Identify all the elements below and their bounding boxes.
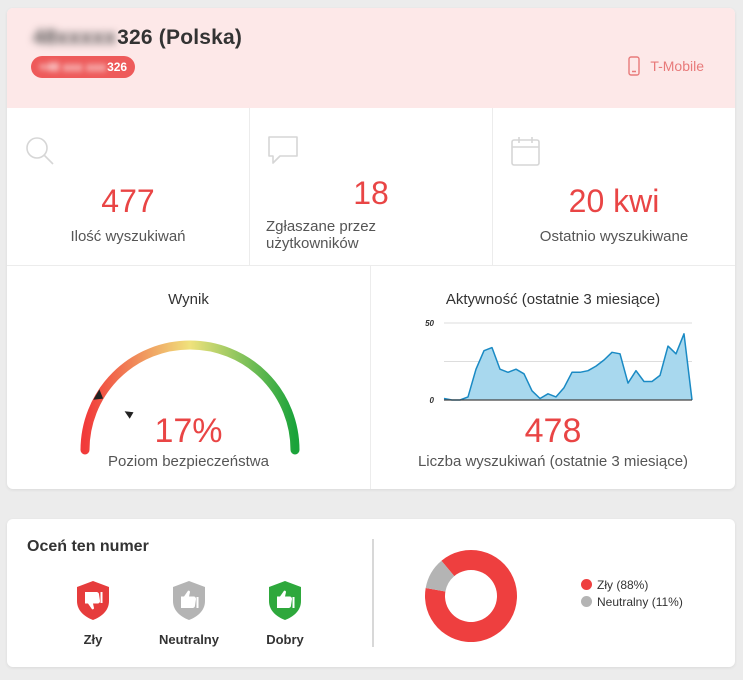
y-tick-label: 50 <box>425 319 434 328</box>
country-label: (Polska) <box>158 26 243 49</box>
donut-legend: Zły (88%) Neutralny (11%) <box>581 576 683 610</box>
stat-last-search: 20 kwi Ostatnio wyszukiwane <box>493 108 735 265</box>
stat-label: Ostatnio wyszukiwane <box>539 228 689 245</box>
rate-bad-label: Zły <box>83 632 103 647</box>
number-suffix: 326 <box>117 26 153 49</box>
divider <box>372 539 374 647</box>
activity-area <box>444 333 692 400</box>
rating-donut-chart <box>425 550 517 642</box>
bottom-panels: Wynik 17% Poziom bezpieczeństwa Aktywnoś… <box>7 266 735 489</box>
legend-item-bad: Zły (88%) <box>581 576 683 593</box>
rate-bad-button[interactable]: Zły <box>53 579 133 647</box>
search-icon <box>26 137 54 165</box>
stat-reports: 18 Zgłaszane przez użytkowników <box>250 108 493 265</box>
stat-value: 20 kwi <box>568 183 660 219</box>
phone-hidden-part: +48 xxx xxx <box>39 60 107 74</box>
legend-item-neutral: Neutralny (11%) <box>581 593 683 610</box>
stat-value: 477 <box>101 183 155 219</box>
legend-label: Neutralny (11%) <box>597 594 683 609</box>
score-label: Poziom bezpieczeństwa <box>108 453 269 470</box>
thumbs-up-icon <box>269 581 301 620</box>
donut-slice <box>425 560 455 592</box>
activity-panel: Aktywność (ostatnie 3 miesiące) 50 0 478 … <box>371 266 735 489</box>
donut-slice <box>425 550 517 642</box>
rating-title: Oceń ten numer <box>27 538 149 555</box>
thumbs-down-icon <box>77 581 109 620</box>
page-title: 48xxxxx 326 (Polska) <box>33 26 242 50</box>
carrier-name: T-Mobile <box>650 58 704 74</box>
stat-label: Zgłaszane przez użytkowników <box>266 218 377 252</box>
legend-dot <box>581 596 592 607</box>
thumbs-up-icon <box>173 581 205 620</box>
score-title: Wynik <box>168 291 209 308</box>
rating-card: Oceń ten numer Zły Neutralny Dobry Zły (… <box>7 519 735 667</box>
carrier-info: T-Mobile <box>628 56 704 76</box>
legend-label: Zły (88%) <box>597 577 649 592</box>
gauge-pointer <box>93 389 134 419</box>
stat-label: Ilość wyszukiwań <box>70 228 186 245</box>
phone-icon <box>628 56 641 76</box>
activity-chart: 50 0 <box>425 319 693 405</box>
number-info-card: 48xxxxx 326 (Polska) +48 xxx xxx 326 T-M… <box>7 8 735 489</box>
stats-row: 477 Ilość wyszukiwań 18 Zgłaszane przez … <box>7 108 735 266</box>
rate-good-label: Dobry <box>266 632 304 647</box>
y-tick-label: 0 <box>430 396 435 405</box>
comment-icon <box>268 136 298 164</box>
number-hidden-part: 48xxxxx <box>33 26 117 49</box>
number-header: 48xxxxx 326 (Polska) +48 xxx xxx 326 T-M… <box>7 8 735 108</box>
safety-gauge <box>80 340 300 455</box>
phone-suffix: 326 <box>107 60 128 74</box>
rate-good-button[interactable]: Dobry <box>245 579 325 647</box>
activity-line <box>443 333 693 401</box>
rate-neutral-label: Neutralny <box>159 632 219 647</box>
score-value: 17% <box>154 412 223 450</box>
gauge-arc <box>80 340 300 455</box>
phone-badge: +48 xxx xxx 326 <box>31 56 136 78</box>
rate-neutral-button[interactable]: Neutralny <box>149 579 229 647</box>
activity-title: Aktywność (ostatnie 3 miesiące) <box>445 291 661 308</box>
calendar-icon <box>511 137 540 166</box>
stat-value: 18 <box>353 175 389 211</box>
activity-label: Liczba wyszukiwań (ostatnie 3 miesiące) <box>417 453 689 470</box>
gauge-marker-inner <box>124 411 134 419</box>
legend-dot <box>581 579 592 590</box>
stat-searches: 477 Ilość wyszukiwań <box>7 108 250 265</box>
activity-count: 478 <box>524 412 582 450</box>
gauge-marker-outer <box>93 389 104 400</box>
score-panel: Wynik 17% Poziom bezpieczeństwa <box>7 266 371 489</box>
